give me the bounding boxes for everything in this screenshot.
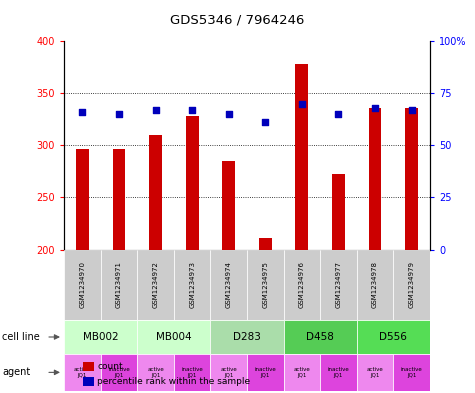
Text: GSM1234975: GSM1234975 [262, 261, 268, 309]
Bar [174, 250, 210, 320]
Bar [210, 354, 247, 391]
Point [371, 105, 379, 111]
Text: D458: D458 [306, 332, 334, 342]
Text: count: count [97, 362, 123, 371]
Text: GSM1234972: GSM1234972 [152, 261, 159, 309]
Point [408, 107, 415, 113]
Bar [369, 108, 381, 250]
Text: MB004: MB004 [156, 332, 192, 342]
Text: inactive
JQ1: inactive JQ1 [181, 367, 203, 378]
Point [334, 111, 342, 117]
Text: D556: D556 [380, 332, 407, 342]
Bar [149, 135, 162, 250]
Text: active
JQ1: active JQ1 [294, 367, 310, 378]
Bar [320, 354, 357, 391]
Point [115, 111, 123, 117]
Bar [186, 116, 199, 250]
Bar [64, 250, 101, 320]
Text: GSM1234979: GSM1234979 [408, 261, 415, 309]
Bar [76, 149, 89, 250]
Text: GSM1234970: GSM1234970 [79, 261, 86, 309]
Text: GSM1234971: GSM1234971 [116, 261, 122, 309]
Bar [320, 250, 357, 320]
Bar [101, 354, 137, 391]
Bar [247, 354, 284, 391]
Bar [137, 250, 174, 320]
Text: active
JQ1: active JQ1 [220, 367, 237, 378]
Bar [357, 250, 393, 320]
Text: agent: agent [2, 367, 30, 377]
Point [225, 111, 233, 117]
Bar [405, 108, 418, 250]
Bar [284, 250, 320, 320]
Bar [210, 320, 284, 354]
Bar [393, 250, 430, 320]
Bar [247, 250, 284, 320]
Text: inactive
JQ1: inactive JQ1 [328, 367, 349, 378]
Bar [137, 320, 210, 354]
Text: active
JQ1: active JQ1 [74, 367, 91, 378]
Point [78, 109, 86, 115]
Bar [357, 320, 430, 354]
Bar [332, 174, 345, 250]
Bar [64, 354, 101, 391]
Bar [113, 149, 125, 250]
Point [152, 107, 160, 113]
Text: cell line: cell line [2, 332, 40, 342]
Text: percentile rank within the sample: percentile rank within the sample [97, 377, 250, 386]
Text: inactive
JQ1: inactive JQ1 [255, 367, 276, 378]
Bar [284, 354, 320, 391]
Bar [64, 320, 137, 354]
Bar [210, 250, 247, 320]
Text: GSM1234976: GSM1234976 [299, 261, 305, 309]
Point [261, 119, 269, 126]
Point [188, 107, 196, 113]
Bar [393, 354, 430, 391]
Text: MB002: MB002 [83, 332, 119, 342]
Bar [259, 238, 272, 250]
Text: GSM1234977: GSM1234977 [335, 261, 342, 309]
Point [298, 101, 306, 107]
Text: GSM1234974: GSM1234974 [226, 261, 232, 309]
Text: GSM1234978: GSM1234978 [372, 261, 378, 309]
Text: inactive
JQ1: inactive JQ1 [108, 367, 130, 378]
Bar [284, 320, 357, 354]
Bar [357, 354, 393, 391]
Text: GDS5346 / 7964246: GDS5346 / 7964246 [171, 14, 304, 27]
Text: GSM1234973: GSM1234973 [189, 261, 195, 309]
Text: D283: D283 [233, 332, 261, 342]
Bar [101, 250, 137, 320]
Text: active
JQ1: active JQ1 [367, 367, 383, 378]
Bar [295, 64, 308, 250]
Bar [174, 354, 210, 391]
Bar [222, 161, 235, 250]
Text: inactive
JQ1: inactive JQ1 [401, 367, 422, 378]
Text: active
JQ1: active JQ1 [147, 367, 164, 378]
Bar [137, 354, 174, 391]
